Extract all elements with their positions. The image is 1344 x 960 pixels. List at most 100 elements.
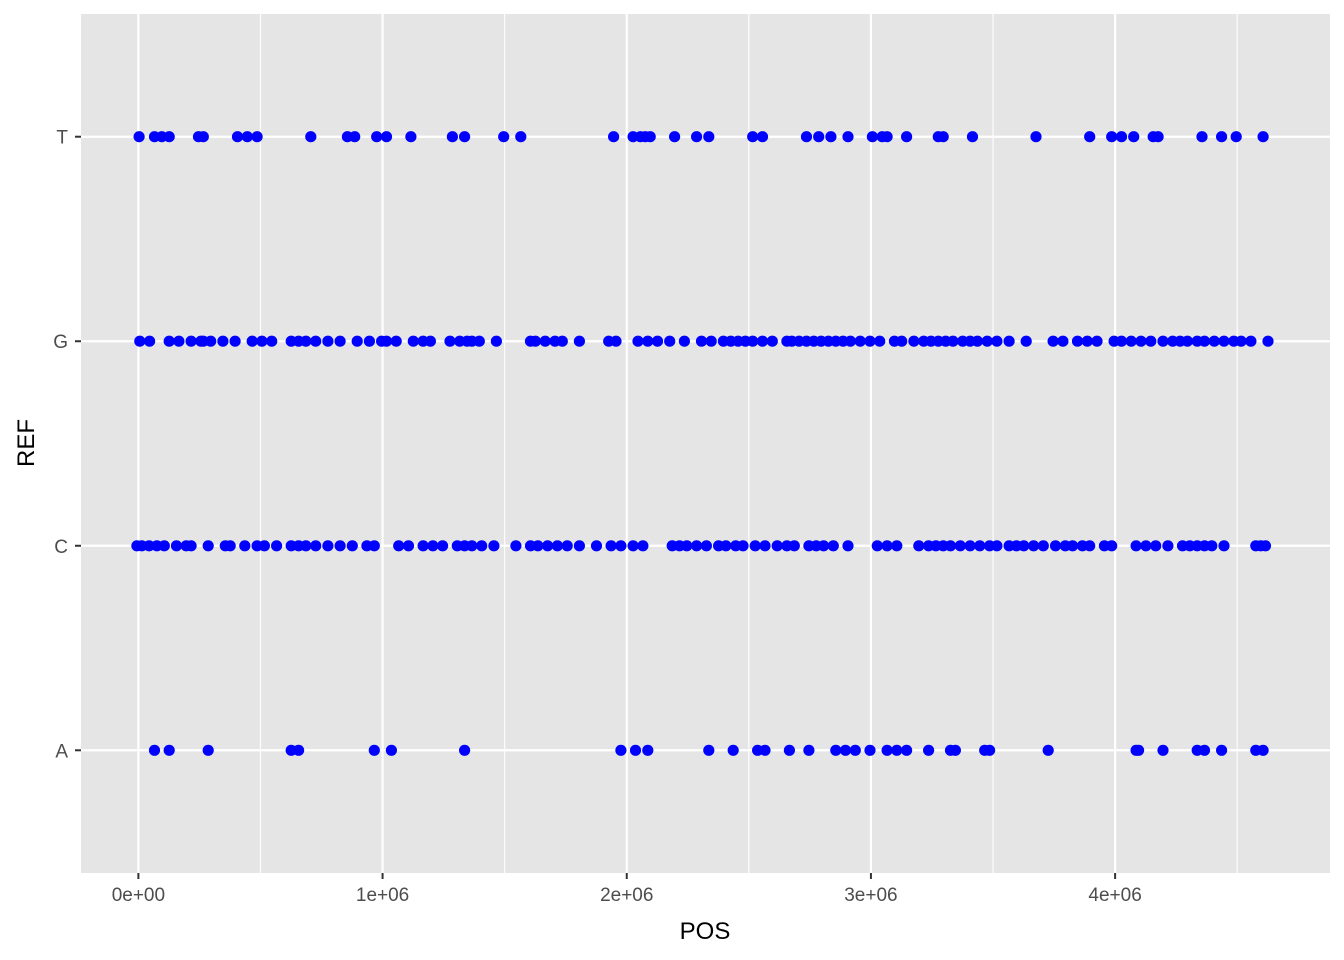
data-point: [923, 744, 935, 756]
data-point: [380, 335, 393, 347]
x-tick-label: 3e+06: [844, 885, 897, 906]
data-point: [407, 335, 419, 347]
x-tick-label: 1e+06: [356, 885, 409, 906]
data-point: [1049, 540, 1062, 552]
data-point: [651, 335, 664, 347]
data-point: [185, 335, 197, 347]
data-point: [446, 131, 458, 143]
x-tick-label: 4e+06: [1088, 885, 1141, 906]
data-point: [1130, 540, 1142, 552]
data-point: [966, 131, 979, 143]
data-point: [1257, 131, 1269, 143]
data-point: [1216, 131, 1228, 143]
data-point: [1245, 335, 1257, 347]
data-point: [1181, 335, 1193, 347]
data-point: [380, 131, 393, 143]
data-point: [424, 335, 436, 347]
data-point: [864, 744, 876, 756]
data-point: [551, 540, 564, 552]
data-point: [632, 335, 644, 347]
data-point: [1216, 744, 1228, 756]
data-point: [891, 540, 903, 552]
data-point: [266, 335, 278, 347]
data-point: [627, 540, 639, 552]
data-point: [866, 131, 879, 143]
data-point: [1262, 335, 1274, 347]
data-point: [610, 335, 622, 347]
data-point: [1150, 540, 1162, 552]
data-point: [954, 540, 966, 552]
data-point: [1135, 335, 1147, 347]
y-tick-label: T: [56, 128, 68, 149]
data-point: [813, 131, 825, 143]
x-axis-title: POS: [680, 918, 731, 945]
data-point: [293, 744, 305, 756]
data-point: [691, 131, 703, 143]
data-point: [385, 744, 397, 756]
data-point: [901, 744, 913, 756]
data-point: [844, 335, 857, 347]
data-point: [1018, 540, 1030, 552]
data-point: [368, 540, 380, 552]
data-point: [771, 540, 783, 552]
data-point: [1067, 540, 1079, 552]
data-point: [720, 540, 732, 552]
data-point: [947, 335, 959, 347]
data-point: [256, 335, 268, 347]
data-point: [678, 335, 691, 347]
data-point: [974, 540, 986, 552]
data-point: [163, 335, 175, 347]
data-point: [1140, 540, 1152, 552]
data-point: [334, 540, 346, 552]
data-point: [437, 540, 449, 552]
data-point: [608, 131, 620, 143]
data-point: [444, 335, 456, 347]
data-point: [251, 131, 263, 143]
data-point: [556, 335, 568, 347]
data-point: [1057, 335, 1069, 347]
data-point: [1157, 744, 1169, 756]
data-point: [258, 540, 270, 552]
data-point: [749, 540, 761, 552]
data-point: [322, 335, 334, 347]
data-point: [874, 335, 886, 347]
data-point: [202, 540, 214, 552]
data-point: [669, 131, 681, 143]
data-point: [830, 744, 842, 756]
data-point: [1257, 744, 1269, 756]
data-point: [529, 335, 542, 347]
data-point: [1003, 335, 1015, 347]
data-point: [363, 335, 375, 347]
data-point: [637, 540, 649, 552]
data-point: [881, 540, 893, 552]
data-point: [217, 335, 229, 347]
data-point: [393, 540, 405, 552]
data-point: [133, 131, 145, 143]
data-point: [1071, 335, 1084, 347]
data-point: [849, 744, 861, 756]
data-point: [1198, 744, 1211, 756]
x-tick-label: 2e+06: [600, 885, 653, 906]
data-point: [881, 131, 893, 143]
data-point: [1030, 131, 1042, 143]
data-point: [703, 744, 715, 756]
data-point: [542, 540, 554, 552]
data-point: [1218, 335, 1230, 347]
data-point: [300, 335, 312, 347]
data-point: [1218, 540, 1230, 552]
data-point: [224, 540, 236, 552]
data-point: [615, 744, 627, 756]
data-point: [700, 540, 713, 552]
data-point: [1152, 131, 1164, 143]
data-point: [991, 540, 1003, 552]
data-point: [984, 744, 996, 756]
data-point: [205, 335, 217, 347]
data-point: [864, 335, 876, 347]
data-point: [239, 540, 251, 552]
data-point: [783, 744, 796, 756]
data-point: [788, 540, 800, 552]
data-point: [163, 131, 175, 143]
data-point: [305, 131, 317, 143]
data-point: [197, 131, 209, 143]
data-point: [615, 540, 627, 552]
